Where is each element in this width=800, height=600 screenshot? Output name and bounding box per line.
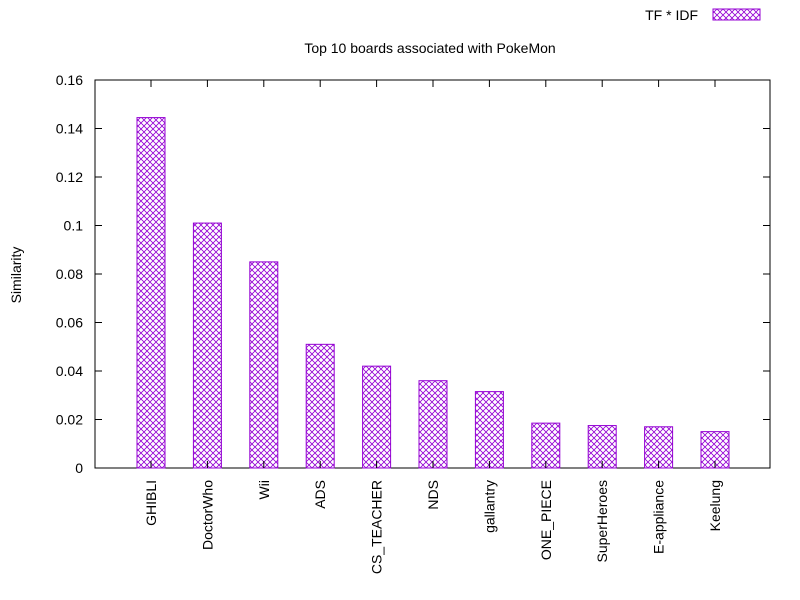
bar-cs_teacher [362, 365, 392, 469]
x-tick-label: Keelung [707, 480, 723, 531]
legend: TF * IDF [645, 7, 761, 23]
x-tick-label: ONE_PIECE [538, 480, 554, 560]
bars [136, 117, 730, 469]
bar-ghibli [136, 117, 166, 469]
x-axis-tick-labels: GHIBLI DoctorWho Wii ADS CS_TEACHER NDS gallan… [143, 80, 723, 574]
x-tick-label: gallantry [481, 480, 497, 533]
x-tick-label: ADS [312, 480, 328, 509]
legend-swatch [712, 8, 761, 21]
bar-doctorwho [192, 222, 222, 469]
chart-title: Top 10 boards associated with PokeMon [304, 40, 555, 56]
bar-gallantry [474, 391, 504, 469]
bar-wii [249, 261, 279, 469]
legend-label: TF * IDF [645, 7, 698, 23]
y-tick-label: 0.08 [56, 266, 83, 282]
x-tick-label: Wii [256, 480, 272, 499]
bar-nds [418, 380, 448, 469]
y-tick-label: 0 [75, 460, 83, 476]
y-axis-ticks: 0 0.02 0.04 0.06 0.08 0.1 0.12 0.14 0.16 [56, 72, 770, 476]
x-tick-label: DoctorWho [199, 480, 215, 550]
x-tick-label: SuperHeroes [594, 480, 610, 563]
bar-ads [305, 343, 335, 469]
y-tick-label: 0.16 [56, 72, 83, 88]
x-tick-label: NDS [425, 480, 441, 510]
x-tick-label: CS_TEACHER [369, 480, 385, 574]
bar-one_piece [531, 422, 561, 469]
y-axis-label: Similarity [8, 247, 24, 304]
y-tick-label: 0.06 [56, 315, 83, 331]
y-tick-label: 0.14 [56, 121, 83, 137]
bar-superheroes [587, 425, 617, 469]
y-tick-label: 0.04 [56, 363, 83, 379]
x-tick-label: E-appliance [651, 480, 667, 554]
x-tick-label: GHIBLI [143, 480, 159, 526]
y-tick-label: 0.12 [56, 169, 83, 185]
y-tick-label: 0.1 [64, 218, 84, 234]
y-tick-label: 0.02 [56, 412, 83, 428]
